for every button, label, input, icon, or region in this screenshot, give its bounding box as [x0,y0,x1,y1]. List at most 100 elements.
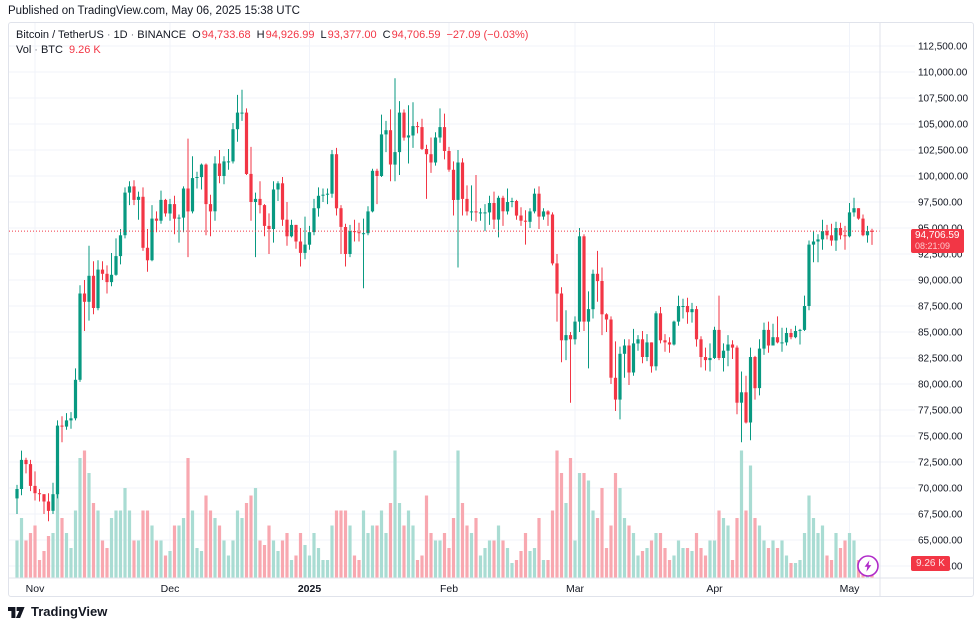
ohlc-close: C94,706.59 [382,29,441,41]
time-axis[interactable]: Nov Dec 2025 Feb Mar Apr May [26,583,861,595]
candle-body [267,225,271,229]
candle-body [285,219,289,237]
candle-body [375,170,379,176]
chart-canvas[interactable]: 112,500.00 110,000.00 107,500.00 105,000.00… [9,23,973,596]
candle-body [685,306,690,313]
exchange-label: BINANCE [137,29,187,41]
candle-body [744,392,748,423]
volume-bar [348,525,352,578]
candle-body [672,321,676,345]
candle-body [393,152,397,165]
candle-body [397,112,402,153]
candle-body [694,309,699,340]
candle-body [132,186,136,200]
candle-body [609,319,613,378]
volume-bar [717,510,721,578]
volume-bar [550,510,555,578]
published-caption: Published on TradingView.com, May 06, 20… [8,5,300,17]
volume-bar [537,518,541,578]
ohlc-low: L93,377.00 [320,29,377,41]
volume-bar [357,560,361,578]
candle-body [226,161,231,163]
volume-bar [514,560,519,578]
candle-body [433,137,438,163]
volume-bar [415,560,420,578]
candle-body [276,183,280,190]
candle-body [667,342,672,345]
candle-body [114,256,118,275]
volume-bar [649,540,654,578]
candle-body [510,201,514,202]
volume-bar [249,495,253,578]
volume-bar [60,518,64,578]
grid-lines [9,23,915,578]
candle-body [271,189,276,229]
candle-body [258,198,262,206]
candle-body [141,196,145,248]
candle-body [532,193,537,212]
volume-bar [375,525,379,578]
candle-body [820,231,825,240]
candle-body [618,353,622,400]
candle-body [564,335,568,341]
candle-body [235,112,240,130]
volume-bar [748,465,753,578]
candle-body [388,130,393,165]
candle-body [649,342,654,367]
volume-bar [276,551,280,578]
legend-symbol-line: Bitcoin / TetherUS · 1D · BINANCE O94,733.68 H… [16,28,528,43]
volume-bar [168,551,172,578]
candle-body [793,331,798,338]
volume-bar [69,548,73,578]
volume-bar [667,560,672,578]
candle-body [19,459,24,489]
candle-body [312,208,316,233]
candle-body [334,154,339,209]
price-tick-label: 100,000.00 [918,172,968,183]
volume-bar [271,540,276,578]
volume-bar [730,560,735,578]
volume-bar [73,510,78,578]
volume-bar [501,540,505,578]
candle-body [361,233,366,235]
volume-bar [631,533,636,578]
volume-bar [55,465,60,578]
volume-bar [852,540,856,578]
volume-bar [546,560,550,578]
price-axis[interactable]: 112,500.00 110,000.00 107,500.00 105,000.00… [918,42,968,573]
volume-bar [492,540,496,578]
candle-body [33,485,37,494]
volume-bar [465,525,469,578]
volume-bar [222,540,226,578]
volume-bar [316,548,321,578]
candle-body [91,275,96,308]
candle-body [483,212,487,214]
candle-body [240,112,244,114]
lightning-bolt-icon [864,560,872,572]
volume-bar [699,548,703,578]
candle-body [775,337,780,343]
candle-body [834,228,838,241]
footer-brand[interactable]: TradingView [8,601,107,621]
flash-boost-icon[interactable] [856,554,880,578]
volume-bar [694,533,699,578]
candle-body [307,232,312,245]
volume-bar [258,540,262,578]
candle-body [586,309,591,322]
candle-body [46,501,51,511]
candle-body [96,269,100,309]
candle-body [190,178,195,212]
candle-body [708,358,712,361]
candle-body [73,379,78,419]
volume-bar [591,510,595,578]
volume-bar [393,450,397,578]
volume-bar [789,563,793,578]
candle-body [15,489,19,499]
candle-body [735,347,739,403]
chart-legend[interactable]: Bitcoin / TetherUS · 1D · BINANCE O94,733.68 H… [16,28,528,58]
volume-bar [834,533,838,578]
price-tick-label: 90,000.00 [918,276,963,287]
candle-body [384,130,388,135]
volume-bar [564,503,568,578]
volume-bar [460,503,465,578]
